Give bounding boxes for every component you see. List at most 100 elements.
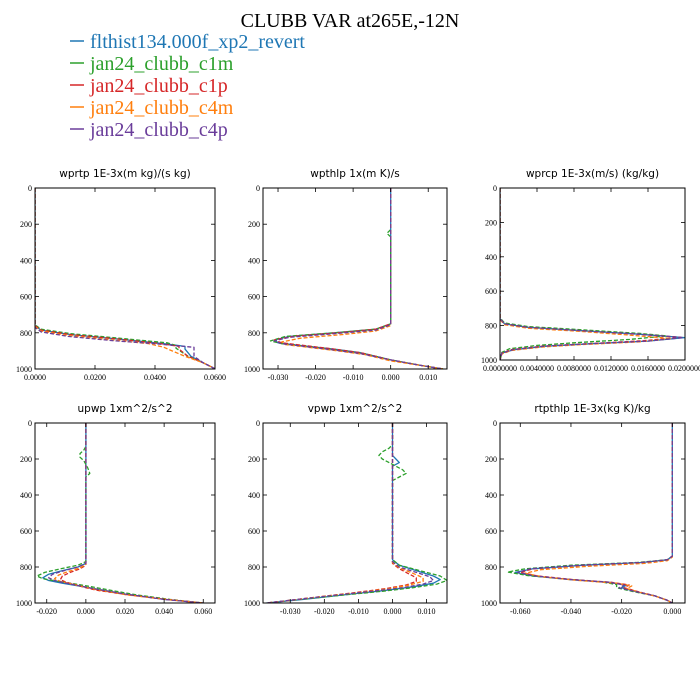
x-tick-label: 0.000 xyxy=(77,607,95,616)
series-line xyxy=(524,423,673,603)
series-line xyxy=(35,188,215,369)
series-line xyxy=(500,188,668,360)
x-tick-label: 0.0200 xyxy=(84,373,106,382)
legend-label: jan24_clubb_c4p xyxy=(89,119,228,141)
y-tick-label: 1000 xyxy=(244,365,260,374)
figure-title: CLUBB VAR at265E,-12N xyxy=(241,10,460,32)
panels: wprtp 1E-3x(m kg)/(s kg) 0 200 400 600 800 100… xyxy=(16,168,700,616)
x-tick-label: -0.010 xyxy=(343,373,364,382)
y-tick-label: 400 xyxy=(485,491,497,500)
x-tick-label: 0.020 xyxy=(116,607,134,616)
x-tick-label: 0.0000 xyxy=(24,373,46,382)
y-tick-label: 0 xyxy=(493,419,497,428)
y-tick-label: 200 xyxy=(20,455,32,464)
plot-frame xyxy=(34,187,216,370)
panel-5: rtpthlp 1E-3x(kg K)/kg 0 200 400 600 800 1000 -… xyxy=(481,403,686,616)
y-tick-label: 1000 xyxy=(16,599,32,608)
x-tick-label: -0.040 xyxy=(561,607,582,616)
series-line xyxy=(273,188,444,369)
x-tick-label: -0.020 xyxy=(305,373,326,382)
x-tick-label: 0.010 xyxy=(418,607,436,616)
panel-title: vpwp 1xm^2/s^2 xyxy=(308,403,403,415)
x-tick-label: 0.0200000 xyxy=(668,364,700,373)
x-tick-label: 0.0160000 xyxy=(631,364,665,373)
series-line xyxy=(266,423,441,603)
y-tick-label: 0 xyxy=(256,184,260,193)
y-tick-label: 1000 xyxy=(16,365,32,374)
y-tick-label: 200 xyxy=(248,220,260,229)
series-line xyxy=(273,188,444,369)
y-tick-label: 200 xyxy=(485,455,497,464)
x-tick-label: 0.0600 xyxy=(204,373,226,382)
series-line xyxy=(500,188,672,360)
x-tick-label: -0.020 xyxy=(36,607,57,616)
y-tick-label: 800 xyxy=(248,329,260,338)
x-tick-label: 0.000 xyxy=(383,607,401,616)
panel-1: wpthlp 1x(m K)/s 0 200 400 600 800 1000 -0.030 -… xyxy=(244,168,448,382)
panel-4: vpwp 1xm^2/s^2 0 200 400 600 800 1000 -0.030 -0.… xyxy=(244,403,448,616)
y-tick-label: 400 xyxy=(20,256,32,265)
y-tick-label: 600 xyxy=(20,527,32,536)
series-line xyxy=(269,188,444,369)
y-tick-label: 200 xyxy=(485,218,497,227)
series-line xyxy=(36,423,204,603)
x-tick-label: 0.0000000 xyxy=(483,364,517,373)
series-line xyxy=(500,188,684,360)
legend-label: jan24_clubb_c1m xyxy=(89,53,234,75)
y-tick-label: 0 xyxy=(28,184,32,193)
x-tick-label: 0.0400 xyxy=(144,373,166,382)
plot-frame xyxy=(262,422,448,604)
x-tick-label: -0.020 xyxy=(314,607,335,616)
series-line xyxy=(35,188,215,369)
series-line xyxy=(59,423,204,603)
panel-title: rtpthlp 1E-3x(kg K)/kg xyxy=(534,403,650,415)
y-tick-label: 600 xyxy=(485,527,497,536)
series-line xyxy=(53,423,204,603)
panel-title: wprcp 1E-3x(m/s) (kg/kg) xyxy=(526,168,659,180)
x-tick-label: 0.040 xyxy=(155,607,173,616)
y-tick-label: 1000 xyxy=(244,599,260,608)
y-tick-label: 600 xyxy=(248,293,260,302)
series-line xyxy=(42,423,204,603)
series-line xyxy=(281,188,444,369)
series-line xyxy=(517,423,673,603)
y-tick-label: 1000 xyxy=(481,599,497,608)
y-tick-label: 800 xyxy=(248,563,260,572)
panel-3: upwp 1xm^2/s^2 0 200 400 600 800 1000 -0.020 0.0… xyxy=(16,403,216,616)
series-line xyxy=(266,423,417,603)
y-tick-label: 400 xyxy=(485,253,497,262)
x-tick-label: -0.020 xyxy=(611,607,632,616)
y-tick-label: 400 xyxy=(248,256,260,265)
series-line xyxy=(506,423,673,603)
y-tick-label: 200 xyxy=(248,455,260,464)
y-tick-label: 800 xyxy=(20,329,32,338)
y-tick-label: 600 xyxy=(248,527,260,536)
legend-label: flthist134.000f_xp2_revert xyxy=(90,31,305,53)
series-line xyxy=(273,188,444,369)
y-tick-label: 1000 xyxy=(481,356,497,365)
x-tick-label: -0.060 xyxy=(510,607,531,616)
x-tick-label: 0.000 xyxy=(382,373,400,382)
plot-frame xyxy=(499,422,686,604)
y-tick-label: 600 xyxy=(485,287,497,296)
legend-label: jan24_clubb_c1p xyxy=(89,75,228,97)
x-tick-label: 0.0080000 xyxy=(557,364,591,373)
y-tick-label: 600 xyxy=(20,293,32,302)
x-tick-label: -0.030 xyxy=(280,607,301,616)
y-tick-label: 400 xyxy=(248,491,260,500)
series-line xyxy=(500,188,685,360)
series-line xyxy=(266,423,424,603)
legend: flthist134.000f_xp2_revertjan24_clubb_c1… xyxy=(70,31,305,141)
y-tick-label: 400 xyxy=(20,491,32,500)
y-tick-label: 0 xyxy=(28,419,32,428)
x-tick-label: 0.0120000 xyxy=(594,364,628,373)
x-tick-label: 0.000 xyxy=(663,607,681,616)
plot-frame xyxy=(262,187,448,370)
y-tick-label: 800 xyxy=(485,563,497,572)
x-tick-label: 0.0040000 xyxy=(520,364,554,373)
series-line xyxy=(519,423,673,603)
panel-title: wpthlp 1x(m K)/s xyxy=(310,168,400,180)
y-tick-label: 0 xyxy=(256,419,260,428)
legend-label: jan24_clubb_c4m xyxy=(89,97,234,119)
